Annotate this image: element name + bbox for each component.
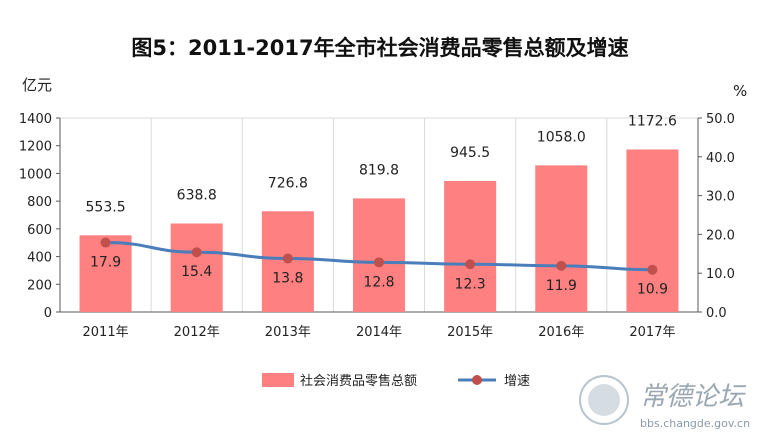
growth-rate-label: 10.9 <box>637 282 668 298</box>
right-tick-label: 40.0 <box>706 151 735 166</box>
x-tick-label: 2014年 <box>356 325 402 340</box>
right-tick-label: 30.0 <box>706 190 735 205</box>
left-tick-label: 1400 <box>19 112 52 127</box>
bar-value-label: 819.8 <box>359 162 399 178</box>
bar-value-label: 1058.0 <box>537 129 586 145</box>
right-tick-label: 50.0 <box>706 112 735 127</box>
watermark-site-name: 常德论坛 <box>640 382 747 412</box>
x-tick-label: 2011年 <box>83 325 129 340</box>
growth-rate-label: 13.8 <box>272 270 303 286</box>
x-tick-label: 2016年 <box>538 325 584 340</box>
left-tick-label: 200 <box>27 278 52 293</box>
watermark-seal-icon <box>579 375 629 425</box>
left-tick-label: 600 <box>27 223 52 238</box>
left-tick-label: 1200 <box>19 140 52 155</box>
bar <box>170 223 223 312</box>
bar <box>79 235 132 312</box>
growth-rate-label: 11.9 <box>546 278 577 294</box>
growth-rate-label: 12.3 <box>455 276 486 292</box>
right-tick-label: 20.0 <box>706 228 735 243</box>
bar <box>353 198 405 312</box>
legend-bar-label: 社会消费品零售总额 <box>300 373 417 389</box>
growth-rate-point <box>556 260 567 271</box>
bar-value-label: 638.8 <box>177 187 217 203</box>
left-axis-unit: 亿元 <box>22 76 52 94</box>
growth-rate-point <box>282 253 293 264</box>
growth-rate-point <box>465 259 476 270</box>
x-tick-label: 2015年 <box>447 325 493 340</box>
legend-bar-swatch <box>262 373 294 387</box>
chart-title: 图5：2011-2017年全市社会消费品零售总额及增速 <box>131 36 628 60</box>
plot-area: 0 200 400 600 800 1000 1200 1400 0.0 10.0 20.0 30.0… <box>19 112 735 340</box>
bar-value-label: 1172.6 <box>628 114 677 130</box>
left-tick-label: 1000 <box>19 167 52 182</box>
growth-rate-point <box>100 237 111 248</box>
bar <box>626 149 679 312</box>
growth-rate-point <box>647 264 658 275</box>
growth-rate-label: 12.8 <box>363 274 394 290</box>
left-tick-label: 800 <box>27 195 52 210</box>
legend: 社会消费品零售总额 增速 <box>262 373 530 389</box>
x-tick-label: 2012年 <box>174 325 220 340</box>
x-tick-label: 2017年 <box>629 325 675 340</box>
right-tick-label: 10.0 <box>706 267 735 282</box>
growth-rate-label: 17.9 <box>90 255 121 271</box>
right-axis-unit: % <box>733 82 747 100</box>
bar <box>444 180 497 312</box>
bar <box>535 165 588 312</box>
watermark: 常德论坛 bbs.changde.gov.cn <box>579 375 750 430</box>
left-tick-label: 400 <box>27 251 52 266</box>
legend-line-marker <box>472 375 482 385</box>
bar-value-label: 945.5 <box>450 145 490 161</box>
bar-value-label: 553.5 <box>86 199 126 215</box>
left-tick-label: 0 <box>44 306 52 321</box>
growth-rate-label: 15.4 <box>181 264 212 280</box>
right-tick-label: 0.0 <box>706 306 727 321</box>
x-tick-label: 2013年 <box>265 325 311 340</box>
watermark-url: bbs.changde.gov.cn <box>640 417 750 430</box>
growth-rate-point <box>191 247 202 258</box>
watermark-seal-core-icon <box>588 384 620 416</box>
legend-line-label: 增速 <box>504 374 530 389</box>
bar-value-label: 726.8 <box>268 175 308 191</box>
growth-rate-point <box>374 257 384 268</box>
